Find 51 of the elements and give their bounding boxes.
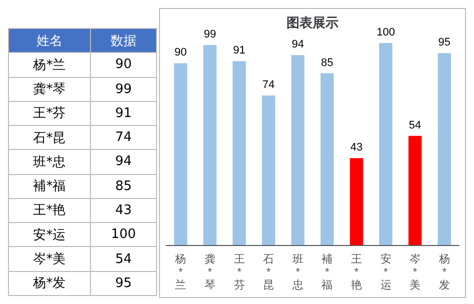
data-label: 54: [408, 119, 422, 132]
x-tick-label: 王*芬: [234, 254, 245, 292]
x-tick-label: 杨*兰: [174, 254, 186, 292]
text: 85: [90, 174, 156, 198]
text: 94: [90, 150, 156, 174]
x-tick-label: 石*昆: [263, 254, 274, 292]
data-label: 91: [233, 44, 246, 57]
text: 100: [90, 222, 156, 247]
data-label: 90: [174, 46, 187, 59]
text: 90: [90, 52, 156, 78]
bar: [350, 158, 364, 245]
x-tick-label: 王*艳: [350, 254, 362, 292]
bar: [438, 53, 451, 245]
text: 龚*琴: [8, 77, 90, 102]
data-label: 74: [262, 79, 275, 92]
x-tick-label: 杨*发: [438, 254, 450, 292]
text: 43: [90, 198, 156, 223]
x-tick-label: 岑*美: [410, 252, 421, 292]
bar: [203, 45, 217, 245]
text: 姓名: [8, 28, 90, 53]
data-label: 95: [438, 36, 450, 49]
text: 安*运: [8, 222, 90, 247]
x-tick-label: 安*运: [380, 252, 392, 292]
bar: [291, 55, 304, 245]
text: 班*忠: [8, 150, 90, 174]
x-tick-label: 班*忠: [291, 252, 304, 292]
text: 91: [90, 101, 156, 126]
bar: [408, 136, 422, 245]
chart-title: 图表展示: [286, 15, 338, 30]
text: 王*艳: [8, 198, 90, 223]
data-label: 85: [321, 56, 334, 69]
text: 99: [90, 77, 156, 102]
x-tick-label: 補*福: [322, 252, 333, 292]
x-tick-label: 龚*琴: [204, 252, 216, 292]
text: 王*芬: [8, 101, 90, 126]
data-label: 94: [292, 38, 304, 51]
bar: [232, 61, 246, 245]
text: 数据: [90, 28, 156, 53]
text: 95: [90, 271, 156, 296]
bar: [320, 73, 334, 245]
bar: [174, 63, 188, 245]
text: 石*昆: [8, 126, 90, 150]
text: 74: [90, 126, 156, 150]
data-label: 100: [376, 26, 395, 38]
bar: [379, 43, 392, 245]
bar: [262, 96, 276, 245]
data-label: 43: [350, 142, 363, 154]
text: 杨*兰: [8, 52, 90, 78]
data-label: 99: [204, 28, 216, 41]
text: 54: [90, 246, 156, 272]
text: 補*福: [8, 174, 90, 198]
